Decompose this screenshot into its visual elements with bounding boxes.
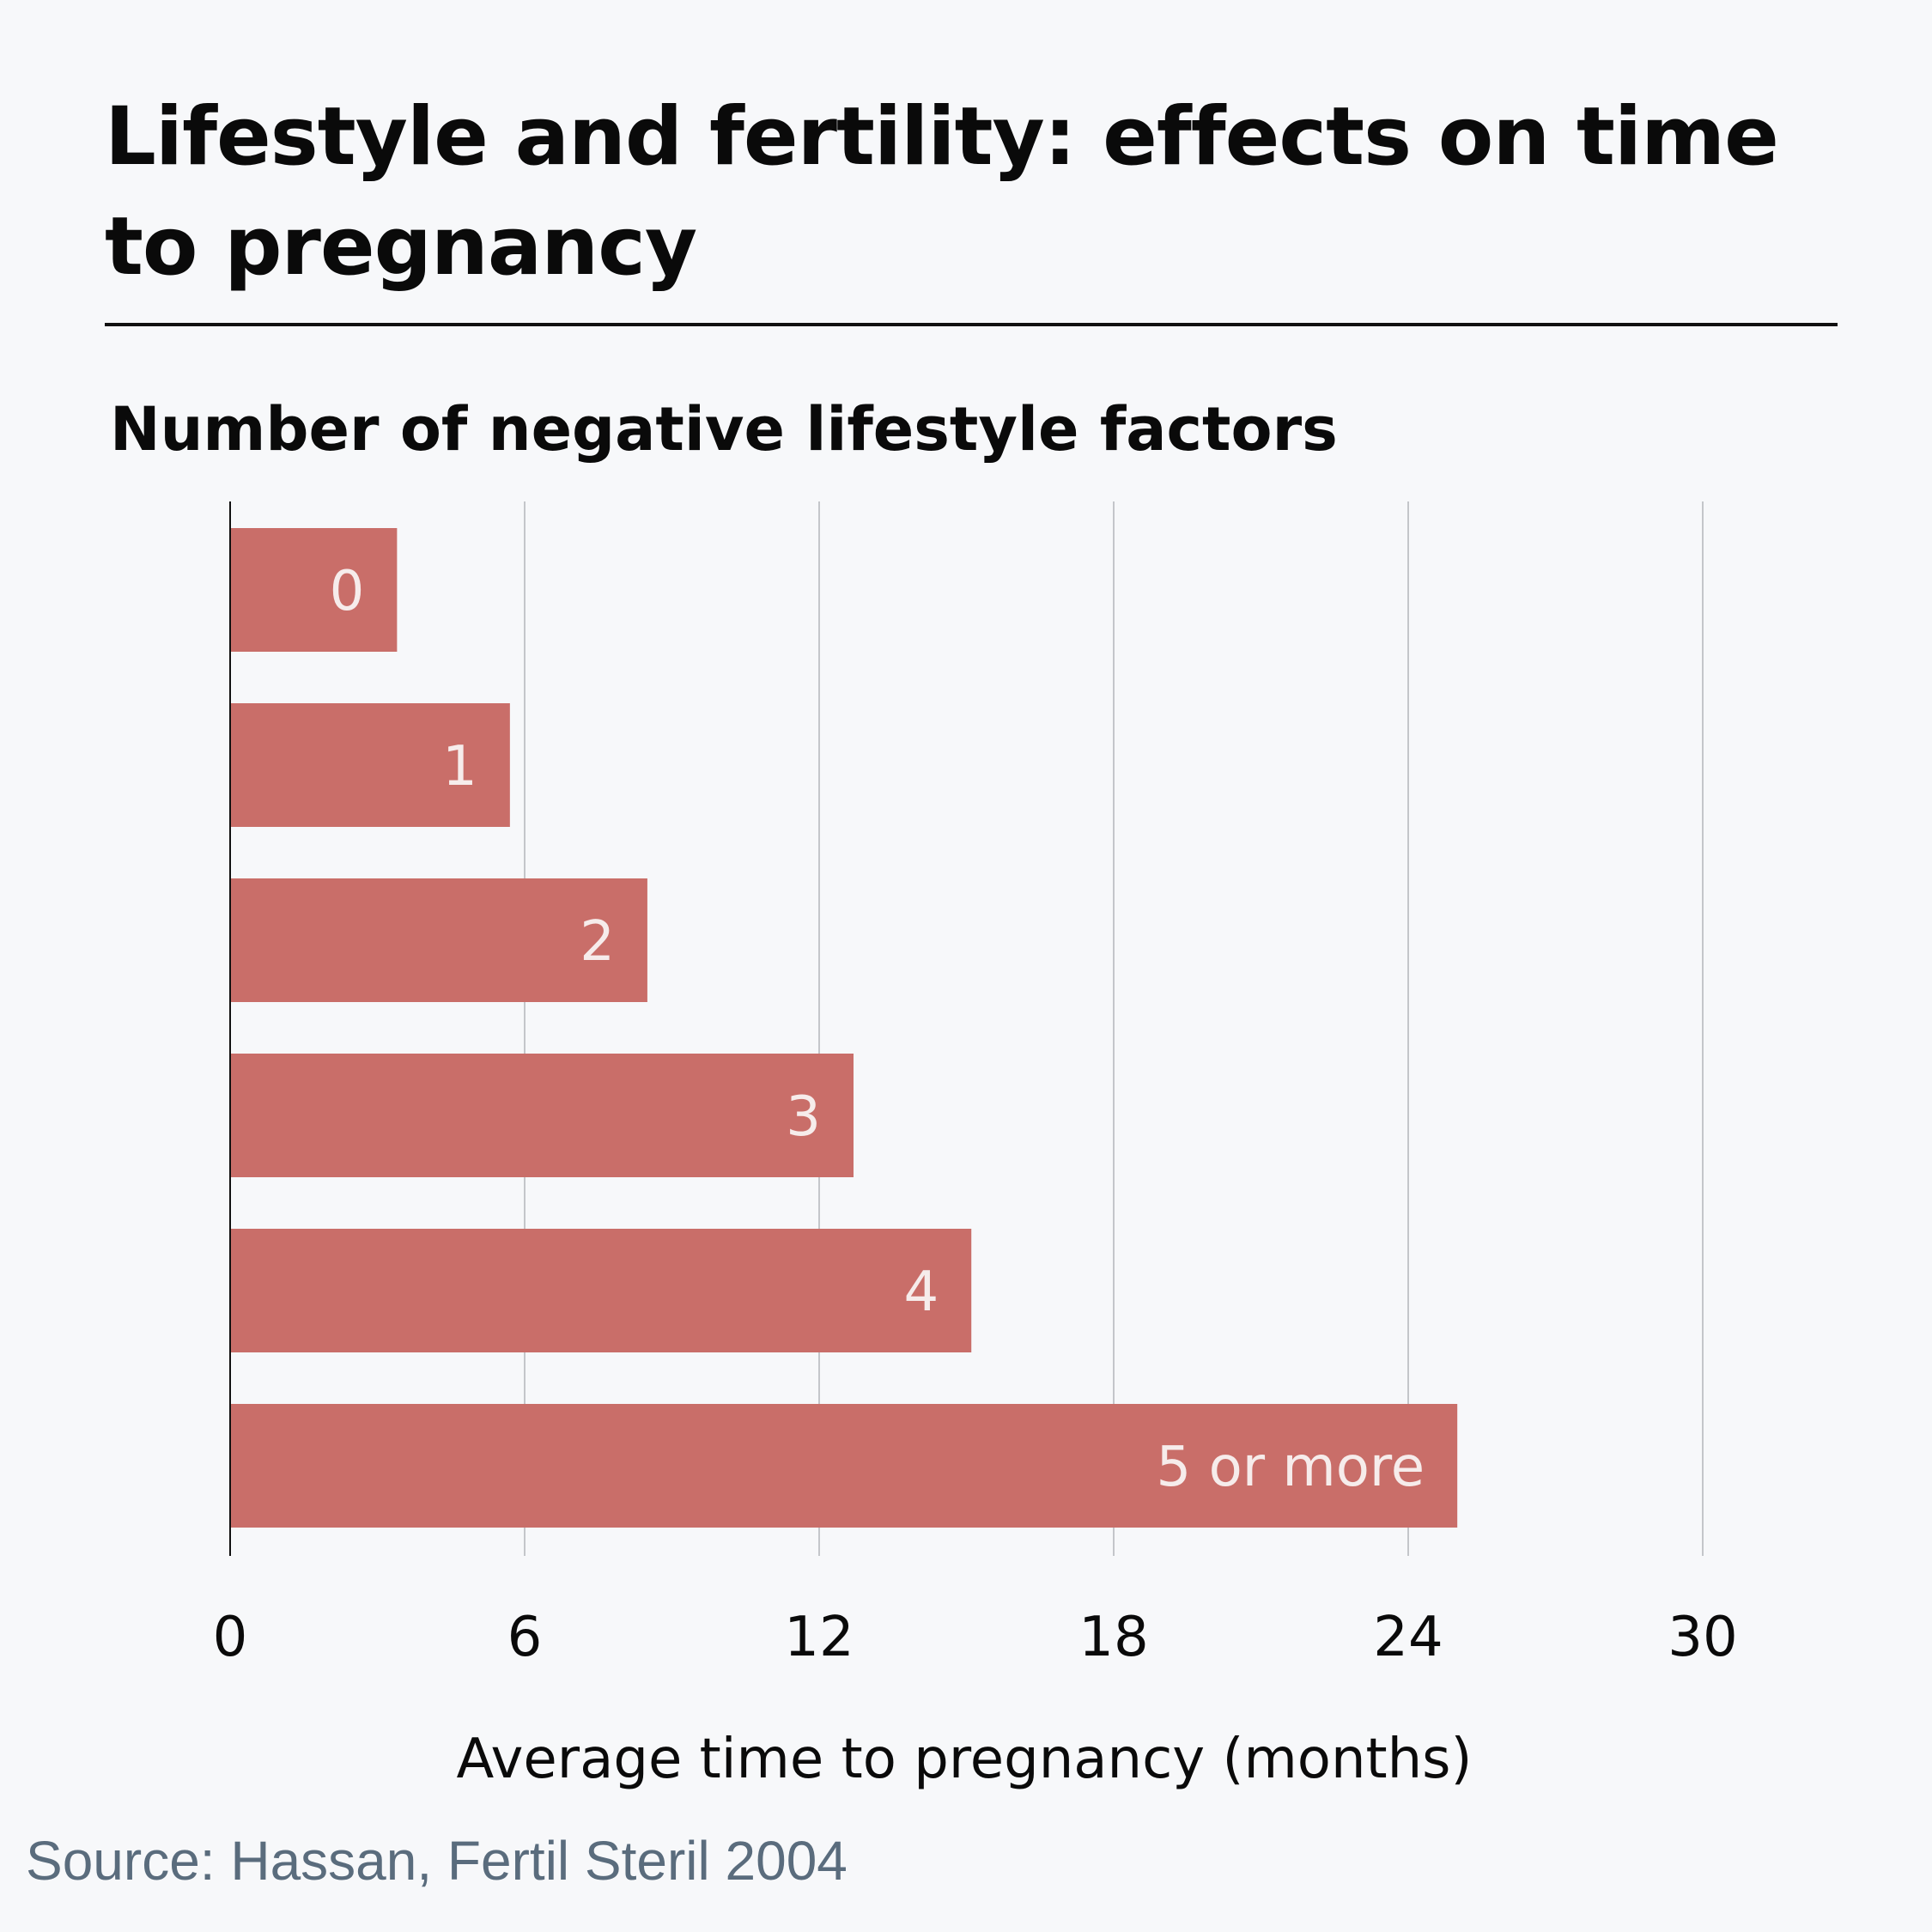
- bar-label: 2: [580, 910, 615, 974]
- x-tick-label: 18: [1078, 1606, 1148, 1669]
- x-tick-label: 6: [507, 1606, 543, 1669]
- bar: [230, 878, 647, 1002]
- x-axis-title: Average time to pregnancy (months): [457, 1728, 1473, 1791]
- bar: [230, 1404, 1458, 1528]
- x-tick-label: 0: [213, 1606, 248, 1669]
- bar-label: 0: [330, 560, 365, 623]
- source-note: Source: Hassan, Fertil Steril 2004: [26, 1830, 848, 1892]
- bar-label: 4: [903, 1261, 939, 1324]
- gridlines: [524, 501, 1704, 1556]
- bar: [230, 528, 398, 652]
- chart-title: Lifestyle and fertility: effects on time…: [105, 90, 1779, 294]
- title-divider: [105, 323, 1838, 326]
- x-tick-label: 12: [784, 1606, 854, 1669]
- x-axis-ticks: 0 6 12 18 24 30: [213, 1606, 1738, 1669]
- bar-label: 3: [786, 1085, 821, 1149]
- bars: [230, 528, 1458, 1528]
- x-tick-label: 30: [1668, 1606, 1737, 1669]
- bar: [230, 703, 510, 827]
- bar-label: 5 or more: [1157, 1436, 1425, 1499]
- bar: [230, 1229, 972, 1352]
- bar-label: 1: [442, 735, 477, 799]
- category-axis-title: Number of negative lifestyle factors: [110, 394, 1338, 465]
- bar: [230, 1054, 854, 1177]
- x-tick-label: 24: [1373, 1606, 1443, 1669]
- bar-labels: 0 1 2 3 4 5 or more: [330, 560, 1425, 1499]
